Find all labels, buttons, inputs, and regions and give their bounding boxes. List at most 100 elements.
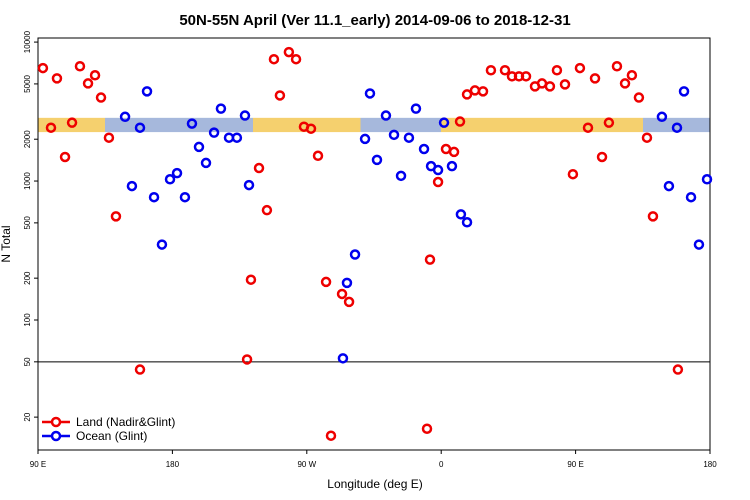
data-point xyxy=(141,86,153,97)
data-point xyxy=(186,118,198,129)
data-point xyxy=(461,89,473,100)
data-point xyxy=(574,62,586,74)
data-point xyxy=(559,79,571,90)
data-band xyxy=(38,117,710,133)
data-point xyxy=(395,170,407,182)
x-tick-label: 90 E xyxy=(567,460,583,469)
data-point xyxy=(359,133,371,145)
data-point xyxy=(283,46,295,58)
y-axis-label: N Total xyxy=(0,225,13,262)
data-point xyxy=(74,61,86,72)
data-point xyxy=(567,168,579,180)
legend-swatch-marker xyxy=(50,416,62,428)
data-point xyxy=(485,65,497,76)
data-point xyxy=(349,249,361,260)
data-point xyxy=(603,117,615,128)
data-point xyxy=(641,132,653,143)
x-axis-label: Longitude (deg E) xyxy=(327,477,422,491)
data-point xyxy=(134,364,146,375)
data-point xyxy=(671,122,683,133)
data-point xyxy=(455,209,467,220)
data-point xyxy=(388,129,400,141)
data-point xyxy=(678,86,690,97)
data-point xyxy=(274,90,286,101)
data-point xyxy=(446,160,458,172)
data-point xyxy=(343,296,355,308)
data-point xyxy=(89,70,101,81)
data-point xyxy=(432,176,444,188)
data-point xyxy=(371,154,383,166)
y-tick-label: 10000 xyxy=(23,30,32,53)
data-point xyxy=(51,73,63,84)
x-tick-label: 0 xyxy=(439,460,444,469)
data-point xyxy=(448,146,460,158)
data-point xyxy=(103,132,115,143)
data-point xyxy=(364,88,376,99)
legend-swatch-marker xyxy=(50,430,62,442)
y-tick-label: 2000 xyxy=(23,130,32,148)
data-point xyxy=(110,211,122,222)
data-point xyxy=(325,430,337,441)
data-point xyxy=(245,274,257,285)
x-tick-label: 90 E xyxy=(30,460,46,469)
data-point xyxy=(440,143,452,155)
data-point xyxy=(633,92,645,103)
data-point xyxy=(672,364,684,375)
data-point xyxy=(656,111,668,123)
data-point xyxy=(171,167,183,179)
data-point xyxy=(37,62,49,74)
data-point xyxy=(619,78,631,89)
data-point xyxy=(241,354,253,365)
data-point xyxy=(461,217,473,228)
data-point xyxy=(551,65,563,76)
data-point xyxy=(134,122,146,133)
data-point xyxy=(336,288,348,300)
x-tick-label: 180 xyxy=(703,460,717,469)
chart-title: 50N-55N April (Ver 11.1_early) 2014-09-0… xyxy=(179,12,570,29)
y-tick-label: 5000 xyxy=(23,74,32,92)
data-point xyxy=(596,151,608,163)
data-point xyxy=(231,132,243,143)
data-point xyxy=(410,103,422,114)
data-point xyxy=(454,116,466,127)
data-point xyxy=(403,132,415,143)
data-point xyxy=(582,122,594,133)
data-point xyxy=(647,211,659,222)
data-point xyxy=(261,204,273,216)
data-point xyxy=(477,86,489,97)
data-point xyxy=(320,276,332,288)
data-point xyxy=(215,103,227,114)
data-point xyxy=(380,110,392,121)
data-point xyxy=(438,117,450,128)
data-point xyxy=(499,65,511,76)
data-point xyxy=(305,123,317,134)
data-point xyxy=(424,254,436,265)
x-tick-label: 90 W xyxy=(297,460,316,469)
data-point xyxy=(589,73,601,84)
data-point xyxy=(95,92,107,103)
data-point xyxy=(418,143,430,155)
y-tick-label: 20 xyxy=(23,412,32,421)
data-point xyxy=(239,110,251,121)
data-point xyxy=(208,127,220,138)
data-point xyxy=(148,191,160,203)
plot-frame xyxy=(37,37,711,451)
data-point xyxy=(626,70,638,81)
data-point xyxy=(663,180,675,192)
legend-label: Land (Nadir&Glint) xyxy=(76,415,175,429)
data-point xyxy=(59,151,71,163)
data-point xyxy=(193,141,205,153)
y-tick-label: 100 xyxy=(23,313,32,327)
data-point xyxy=(164,174,176,185)
data-point xyxy=(432,164,444,176)
legend-label: Ocean (Glint) xyxy=(76,429,147,443)
data-point xyxy=(421,423,433,434)
y-tick-label: 50 xyxy=(23,357,32,366)
data-point xyxy=(520,71,532,82)
data-point xyxy=(701,174,713,185)
x-tick-label: 180 xyxy=(166,460,180,469)
data-point xyxy=(200,157,212,169)
data-point xyxy=(611,61,623,72)
data-point xyxy=(179,191,191,203)
data-point xyxy=(290,53,302,65)
